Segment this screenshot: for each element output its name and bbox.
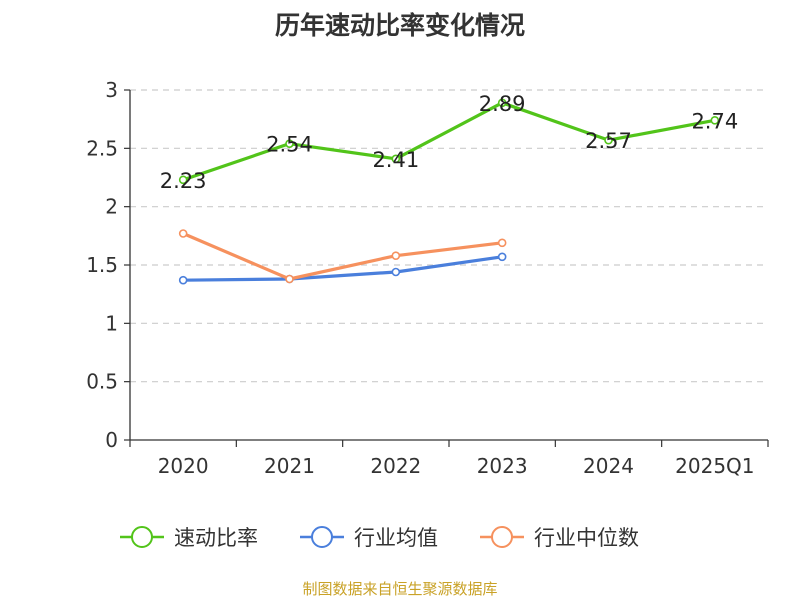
data-label: 2.41 [372,148,419,172]
series-line-2 [182,232,503,281]
x-tick-label: 2025Q1 [675,454,754,478]
legend: 速动比率 行业均值 行业中位数 [120,526,639,550]
y-tick-label: 3 [105,78,118,102]
data-point [710,116,720,125]
x-tick-label: 2020 [158,454,209,478]
data-point [497,98,507,108]
data-point [391,267,401,277]
legend-marker [131,526,153,548]
x-tick-label: 2024 [583,454,634,478]
legend-marker [491,526,513,548]
y-tick-label: 2.5 [86,136,118,160]
data-point [391,154,401,164]
x-tick-label: 2023 [477,454,528,478]
x-tick-label: 2022 [370,454,421,478]
x-tick-label: 2021 [264,454,315,478]
legend-item-2[interactable]: 行业中位数 [480,526,639,550]
data-point [285,139,294,148]
data-label: 2.57 [585,129,632,153]
legend-label: 行业中位数 [534,526,639,550]
data-point [497,238,507,248]
y-tick-label: 0 [105,428,118,452]
data-label: 2.74 [691,109,738,133]
data-point [178,275,188,285]
data-point [497,252,507,262]
series-layer [178,98,720,285]
data-point [178,175,188,185]
y-tick-label: 1.5 [86,253,118,277]
data-point [604,135,613,145]
data-label: 2.23 [160,169,207,193]
y-tick-label: 0.5 [86,370,118,394]
y-tick-label: 2 [105,195,118,219]
grid-layer [130,89,768,383]
legend-marker [311,526,333,548]
data-point [391,251,401,260]
series-line-0 [182,101,716,182]
data-point [285,274,294,284]
legend-label: 速动比率 [174,526,258,550]
legend-label: 行业均值 [354,526,438,550]
source-note: 制图数据来自恒生聚源数据库 [302,580,498,598]
legend-item-0[interactable]: 速动比率 [120,526,258,550]
data-label: 2.89 [479,92,526,116]
data-label: 2.54 [266,133,313,157]
series-line-1 [183,255,503,282]
chart-title: 历年速动比率变化情况 [274,11,525,40]
data-label-layer: 2.23 2.54 2.41 2.89 2.57 2.74 [160,92,738,193]
legend-item-1[interactable]: 行业均值 [300,526,438,550]
data-point [178,229,188,238]
axis-layer: 0 0.5 1 1.5 2 2.5 3 2020 2021 2022 2023 2024 2025Q1 [86,78,769,478]
y-tick-label: 1 [105,311,118,335]
